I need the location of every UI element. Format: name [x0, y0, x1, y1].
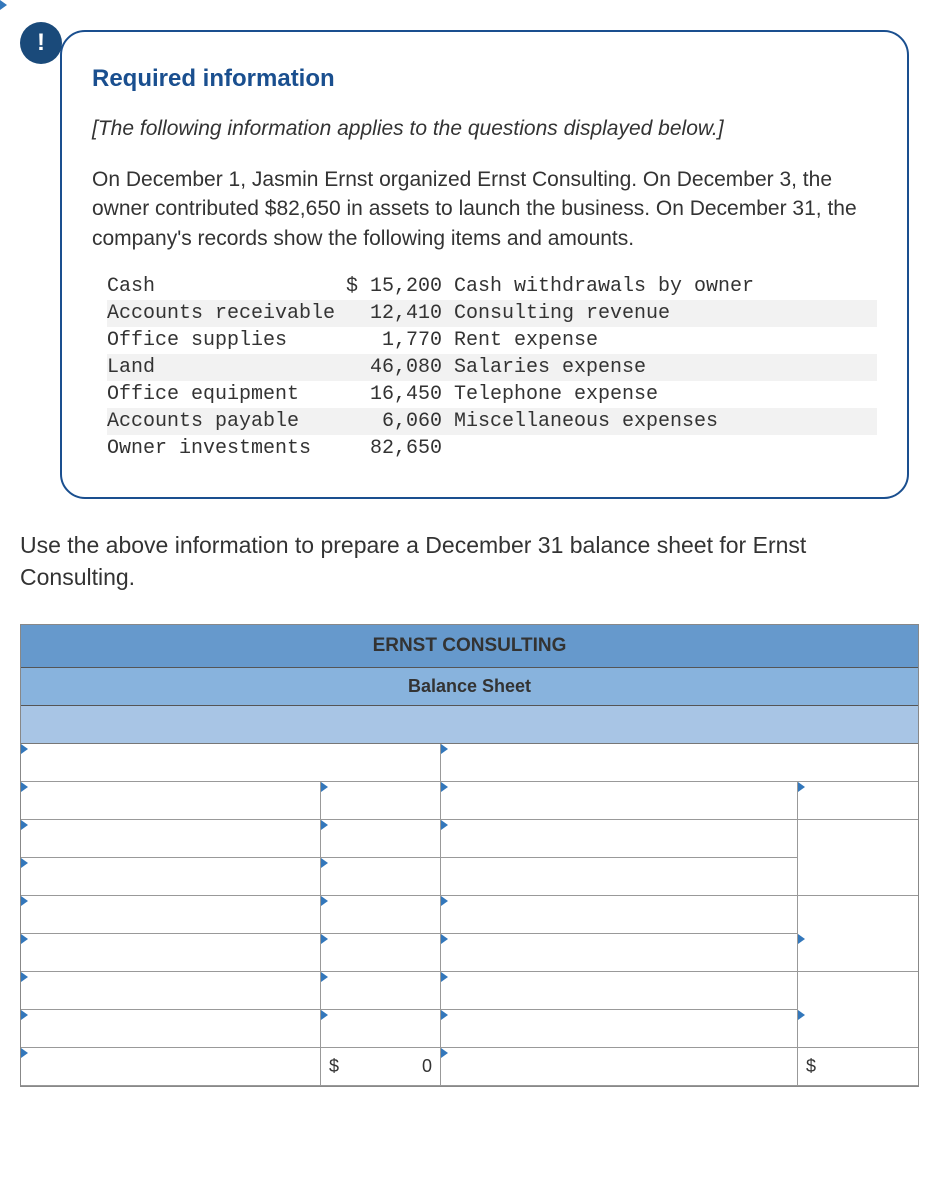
sheet-cell	[441, 858, 798, 896]
sheet-cell[interactable]	[21, 896, 321, 934]
sheet-company-name: ERNST CONSULTING	[21, 625, 918, 669]
sheet-cell[interactable]	[798, 782, 918, 820]
sheet-cell[interactable]	[321, 972, 441, 1010]
sheet-cell[interactable]	[321, 896, 441, 934]
sheet-cell[interactable]	[798, 820, 918, 858]
sheet-cell[interactable]	[21, 782, 321, 820]
sheet-date-row[interactable]	[21, 706, 918, 744]
sheet-cell[interactable]	[21, 934, 321, 972]
required-info-title: Required information	[92, 62, 877, 96]
accounts-row: Owner investments82,650	[107, 435, 877, 462]
info-paragraph: On December 1, Jasmin Ernst organized Er…	[92, 165, 877, 253]
accounts-row: Accounts payable6,060Miscellaneous expen…	[107, 408, 877, 435]
sheet-cell[interactable]	[321, 934, 441, 972]
sheet-total-right-amount: $	[798, 1048, 918, 1086]
sheet-cell[interactable]	[321, 1010, 441, 1048]
currency-symbol: $	[806, 1054, 816, 1079]
sheet-cell[interactable]	[441, 934, 798, 972]
accounts-row: Cash$ 15,200Cash withdrawals by owner	[107, 273, 877, 300]
accounts-row: Land46,080Salaries expense	[107, 354, 877, 381]
question-instruction: Use the above information to prepare a D…	[20, 529, 919, 593]
sheet-right-section-header[interactable]	[441, 744, 918, 782]
info-note: [The following information applies to th…	[92, 114, 877, 143]
total-value: 0	[422, 1056, 432, 1076]
currency-symbol: $	[329, 1054, 339, 1079]
sheet-cell[interactable]	[441, 782, 798, 820]
accounts-row: Office equipment16,450Telephone expense	[107, 381, 877, 408]
alert-icon: !	[20, 22, 62, 64]
sheet-cell[interactable]	[321, 782, 441, 820]
accounts-table: Cash$ 15,200Cash withdrawals by ownerAcc…	[107, 273, 877, 462]
sheet-cell[interactable]	[441, 972, 798, 1010]
sheet-cell[interactable]	[441, 820, 798, 858]
sheet-cell[interactable]	[321, 820, 441, 858]
sheet-cell[interactable]	[21, 1010, 321, 1048]
sheet-cell[interactable]	[21, 820, 321, 858]
sheet-cell	[798, 858, 918, 896]
sheet-total-right-label[interactable]	[441, 1048, 798, 1086]
sheet-cell[interactable]	[798, 1010, 918, 1048]
accounts-row: Office supplies1,770Rent expense	[107, 327, 877, 354]
sheet-cell[interactable]	[441, 896, 798, 934]
sheet-cell	[798, 896, 918, 934]
sheet-title: Balance Sheet	[21, 668, 918, 706]
sheet-cell[interactable]	[441, 1010, 798, 1048]
sheet-left-section-header[interactable]	[21, 744, 441, 782]
sheet-cell[interactable]	[798, 934, 918, 972]
sheet-cell[interactable]	[321, 858, 441, 896]
sheet-cell[interactable]	[21, 972, 321, 1010]
sheet-cell	[798, 972, 918, 1010]
sheet-cell[interactable]	[21, 858, 321, 896]
sheet-total-left-amount: $ 0	[321, 1048, 441, 1086]
required-info-box: ! Required information [The following in…	[60, 30, 909, 499]
balance-sheet-table: ERNST CONSULTING Balance Sheet	[20, 624, 919, 1088]
sheet-total-left-label[interactable]	[21, 1048, 321, 1086]
accounts-row: Accounts receivable12,410Consulting reve…	[107, 300, 877, 327]
